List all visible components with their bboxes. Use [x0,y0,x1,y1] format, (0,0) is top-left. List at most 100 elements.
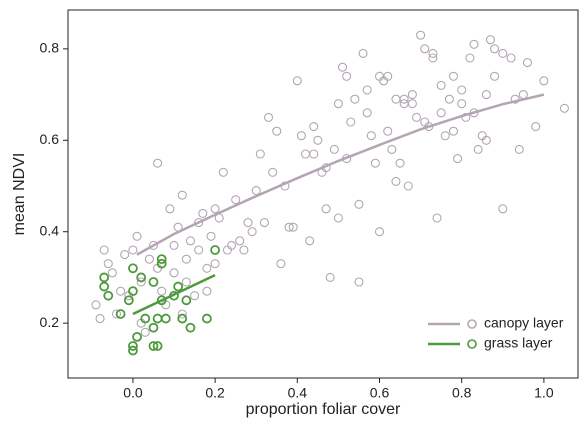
data-point [370,158,380,168]
data-point [559,103,569,113]
legend-marker [467,339,477,349]
data-point [132,331,142,342]
data-point [490,71,500,81]
data-point [440,131,450,141]
data-point [518,90,528,100]
data-point [416,30,426,40]
data-point [457,99,467,109]
x-tick-label: 0.8 [452,385,472,401]
data-point [407,90,417,100]
y-tick-label: 0.4 [40,222,60,238]
data-point [148,277,159,287]
data-point [156,254,167,265]
data-point [156,295,167,306]
data-point [325,272,335,282]
legend-marker [467,319,477,329]
data-point [128,286,138,297]
data-point [247,227,257,237]
data-point [181,254,191,264]
data-point [354,277,364,287]
data-point [300,149,311,159]
legend-label: canopy layer [484,315,564,331]
fit-line [136,93,545,256]
data-point [276,259,286,269]
data-point [342,71,352,81]
data-point [99,272,110,283]
data-point [210,259,220,269]
data-point [337,62,348,72]
data-point [194,245,204,255]
data-point [111,309,122,319]
data-point [259,218,269,228]
data-point [448,126,459,136]
plot-frame [67,9,579,379]
data-point [202,313,212,324]
data-point [128,345,138,356]
data-point [160,313,171,324]
data-point [333,213,343,223]
data-point [202,263,212,273]
data-point [210,204,220,214]
data-point [453,154,463,164]
data-point [485,35,496,45]
data-point [115,309,126,319]
data-point [103,259,113,269]
data-point [185,236,196,246]
data-point [128,341,138,351]
data-point [305,236,315,246]
data-point [255,149,265,159]
data-point [309,149,319,159]
data-point [374,227,385,237]
data-point [272,126,282,136]
data-point [202,286,212,296]
data-point [411,112,422,122]
data-point [346,117,356,127]
data-point [243,218,253,228]
data-point [107,268,117,278]
data-point [428,53,438,63]
data-point [140,313,151,324]
data-point [514,144,524,154]
data-point [387,144,397,154]
data-point [498,48,508,58]
data-point [136,272,147,283]
data-point [140,327,150,337]
data-point [391,176,401,186]
data-point [177,190,187,200]
data-point [144,254,154,264]
data-point [165,204,175,214]
data-point [91,300,101,310]
y-tick-label: 0.6 [40,131,60,147]
data-point [153,158,163,168]
data-point [391,94,401,104]
data-point [288,222,298,232]
data-point [222,245,233,255]
data-point [251,186,261,196]
y-tick-label: 0.8 [40,40,60,56]
data-point [490,44,500,54]
legend-label: grass layer [484,335,553,351]
data-point [132,231,142,241]
data-point [284,222,294,232]
data-point [177,309,187,319]
data-point [239,245,249,255]
data-point [465,53,475,63]
data-point [152,341,163,351]
data-point [152,313,163,324]
data-point [263,112,274,122]
x-tick-label: 0.0 [123,385,143,401]
data-point [116,286,126,296]
data-point [292,76,302,86]
data-point [321,204,331,214]
data-point [99,281,110,292]
x-tick-label: 0.2 [205,385,225,401]
data-point [313,135,323,145]
data-point [329,144,339,154]
data-point [136,277,146,287]
data-point [395,158,405,168]
fit-line [132,273,216,316]
data-point [383,126,393,136]
data-point [169,240,179,250]
data-point [362,85,372,95]
